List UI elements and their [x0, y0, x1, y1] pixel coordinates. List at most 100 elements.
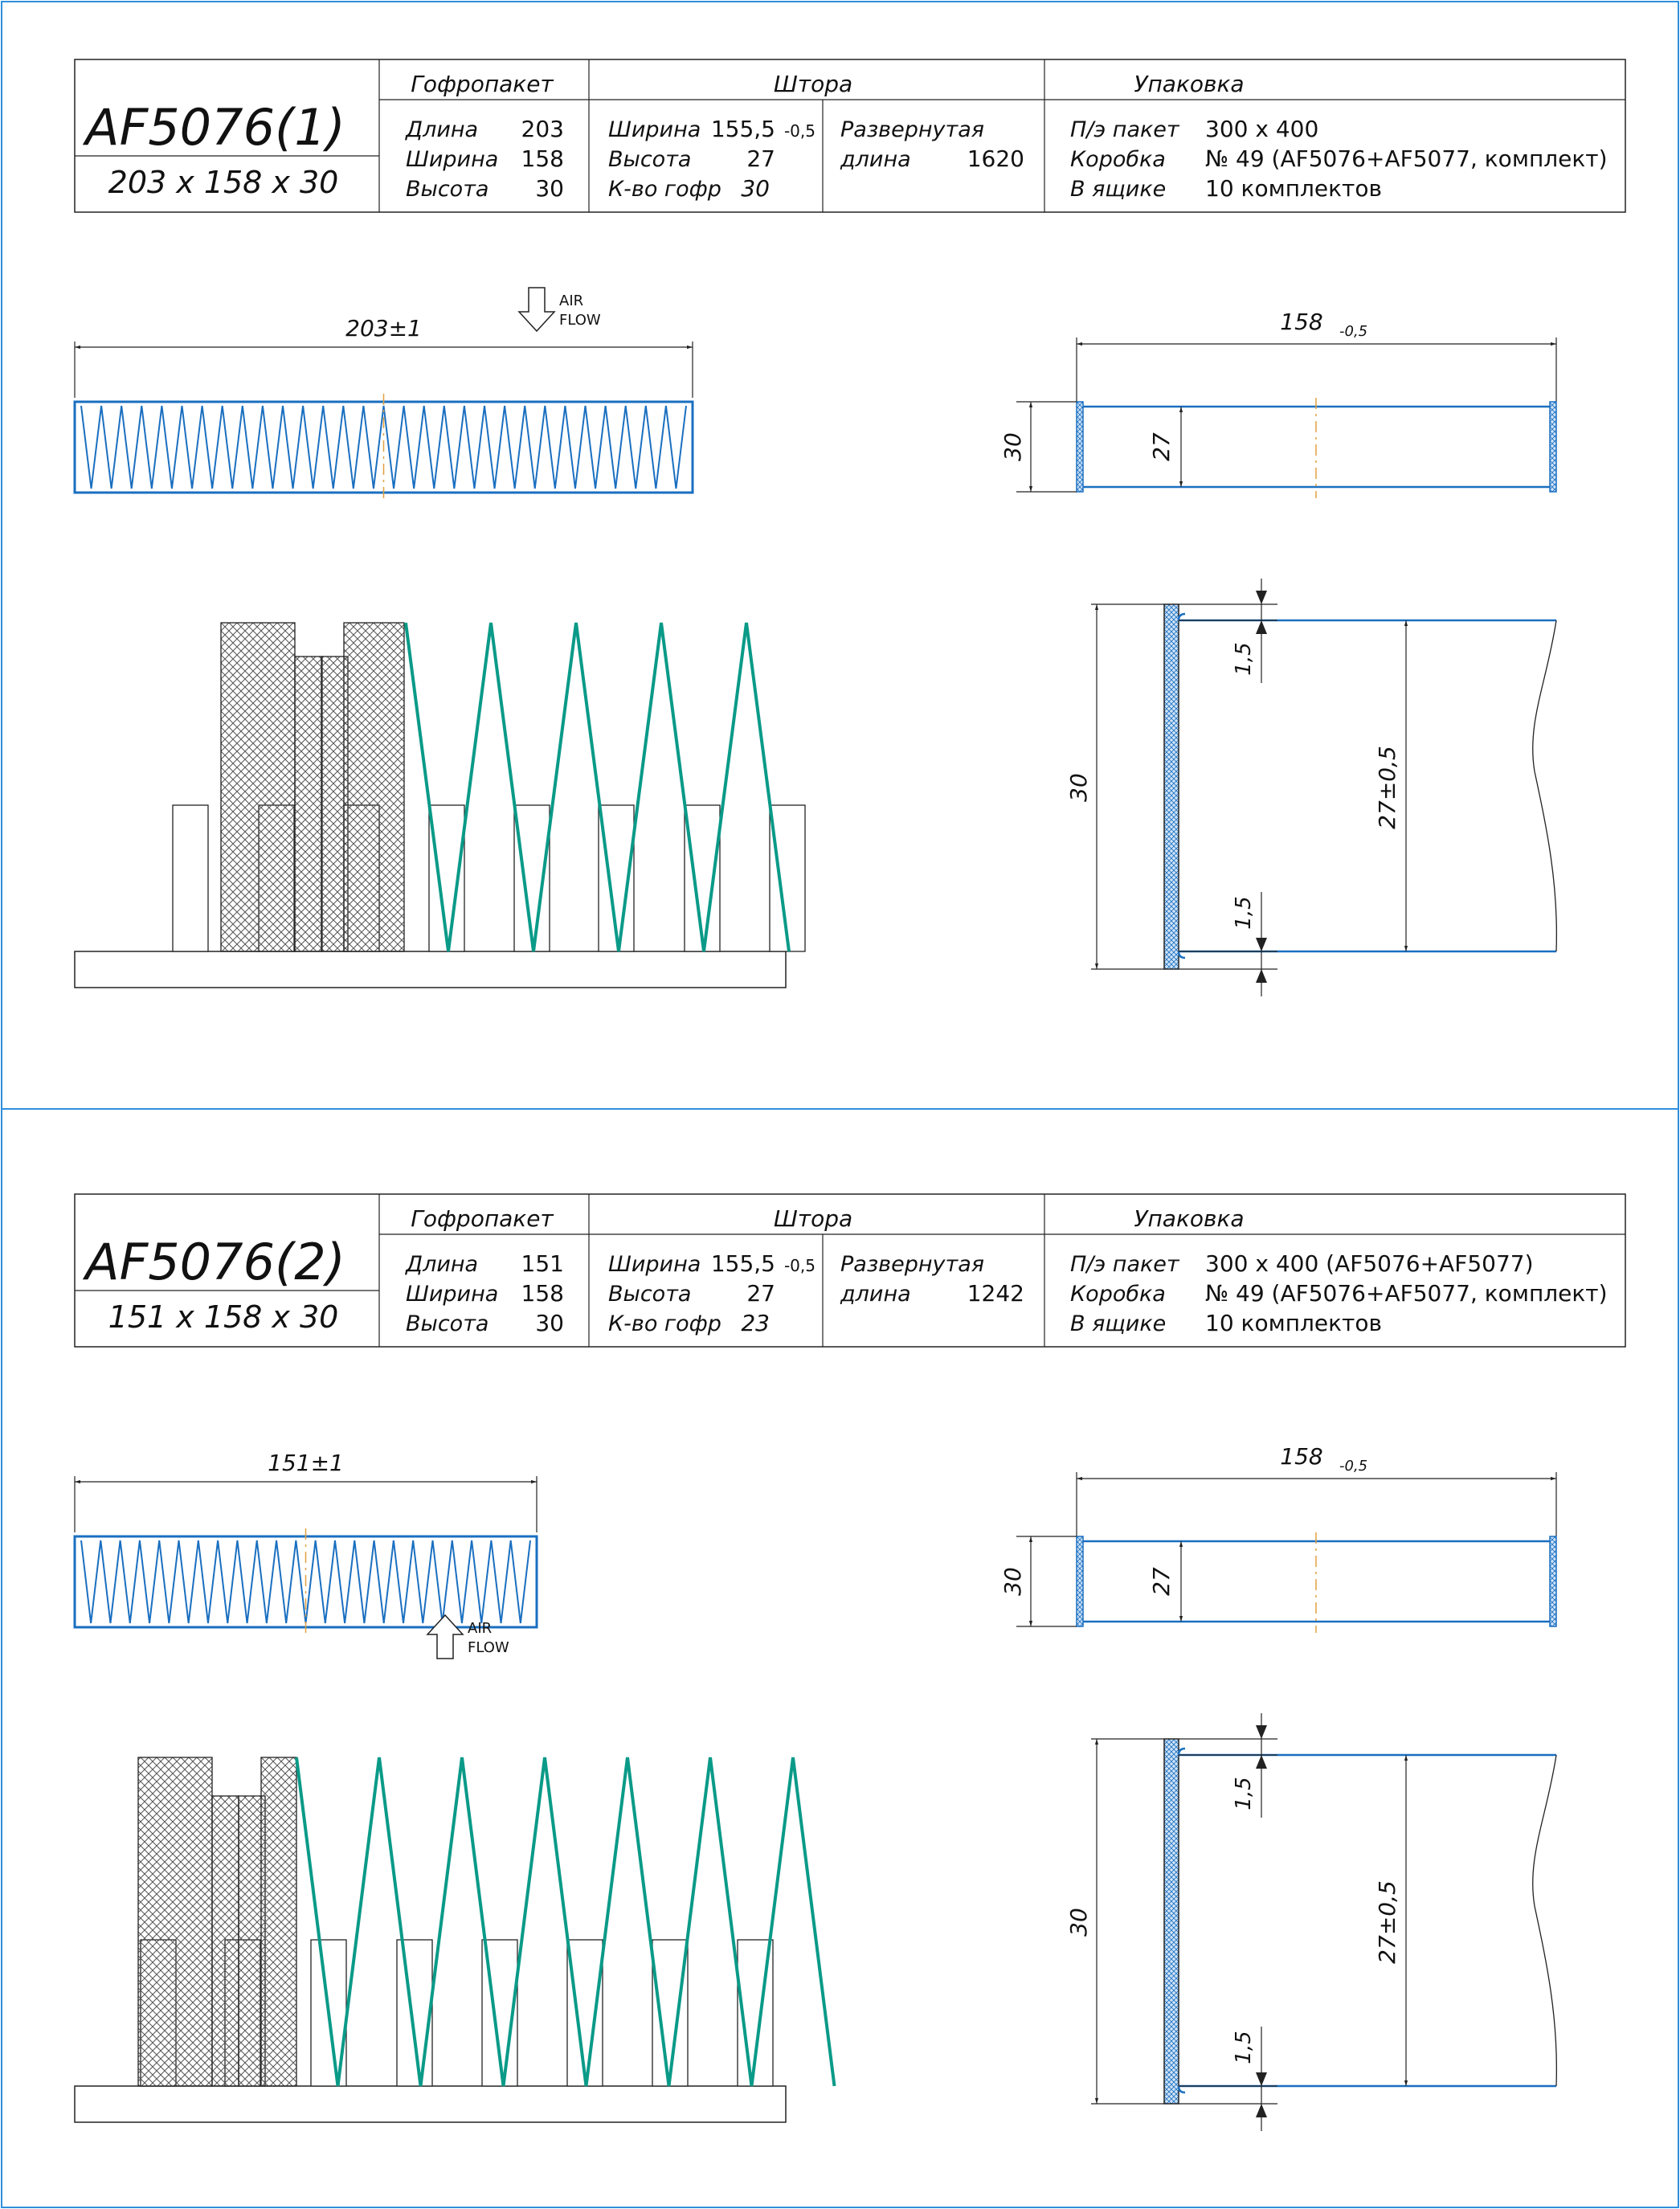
cross-section-view: 30 1,5 1,5 27±0,5 — [1065, 579, 1558, 996]
side-edge-right — [1549, 1536, 1557, 1627]
panel-af5076-1: AF5076(1) 203 x 158 x 30 Гофропакет Штора Уп… — [73, 59, 1626, 996]
comb-tooth — [396, 1939, 433, 2087]
gofropaket-label: Высота — [406, 1311, 488, 1336]
gofropaket-value: 203 — [521, 116, 564, 142]
shtora-value: 27 — [746, 1280, 775, 1307]
shtora-value: 155,5 — [711, 116, 775, 142]
gofropaket-label: Ширина — [406, 147, 498, 172]
cross-section-edge — [1163, 603, 1179, 970]
shtora-label: К-во гофр — [608, 1311, 721, 1336]
cs-inner-dimension: 27±0,5 — [1374, 746, 1400, 829]
panel-af5076-2: AF5076(2) 151 x 158 x 30 Гофропакет Штора Уп… — [73, 1193, 1626, 2131]
cross-section-break-line — [1532, 1754, 1558, 2087]
cs-edge-top-arrows — [1256, 1725, 1267, 1769]
gofropaket-value: 151 — [521, 1250, 564, 1277]
airflow-label-1: AIR — [468, 1620, 492, 1637]
pleats-zigzag — [80, 405, 687, 489]
side-edge-left — [1076, 1536, 1084, 1627]
upakovka-value: № 49 (AF5076+AF5077, комплект) — [1205, 1280, 1608, 1307]
side-height-dimension: 30 — [999, 432, 1026, 461]
upakovka-label: В ящике — [1070, 177, 1166, 202]
header-shtora: Штора — [774, 1205, 852, 1232]
gofropaket-label: Ширина — [406, 1282, 498, 1307]
cross-section-view: 30 1,5 1,5 27±0,5 — [1065, 1713, 1558, 2131]
seal-block-hatched — [260, 1757, 297, 2087]
side-inner-dimension: 27 — [1148, 432, 1175, 461]
upakovka-value: 10 комплектов — [1205, 1310, 1382, 1336]
upakovka-label: П/э пакет — [1070, 1252, 1180, 1277]
part-title: AF5076(1) — [82, 98, 345, 157]
shtora-value: 30 — [741, 175, 770, 202]
cross-section-fabric — [1177, 612, 1556, 959]
shtora-value: 155,5 — [711, 1250, 775, 1277]
side-edge-right — [1549, 401, 1557, 493]
shtora-label: К-во гофр — [608, 177, 721, 202]
header-shtora: Штора — [774, 71, 852, 97]
razvernutaya-label: Развернутая — [840, 1252, 984, 1277]
razvernutaya-label-2: длина — [840, 147, 911, 172]
pleat-detail-view — [74, 622, 806, 988]
upakovka-value: 300 x 400 — [1205, 116, 1318, 142]
gofropaket-label: Высота — [406, 177, 488, 202]
seal-block-hatched — [211, 1795, 239, 2087]
base-plate — [74, 2085, 787, 2123]
comb-tooth — [172, 804, 209, 952]
title-block-frame — [74, 1193, 1626, 1348]
upakovka-label: В ящике — [1070, 1311, 1166, 1336]
cs-height-dimension: 30 — [1065, 773, 1092, 802]
shtora-label: Высота — [608, 1282, 691, 1307]
shtora-value: 23 — [741, 1310, 770, 1336]
airflow-arrow-icon — [426, 1614, 464, 1659]
airflow-label-1: AIR — [559, 292, 583, 309]
gofropaket-value: 158 — [521, 145, 564, 172]
cs-edge-dimension-top: 1,5 — [1232, 1777, 1256, 1810]
side-width-dimension: 158 — [1280, 1443, 1322, 1470]
header-upakovka: Упаковка — [1134, 71, 1244, 97]
cs-edge-bottom-arrows — [1256, 938, 1267, 983]
shtora-label: Высота — [608, 147, 691, 172]
shtora-tolerance: -0,5 — [784, 121, 815, 141]
header-gofropaket: Гофропакет — [411, 71, 554, 97]
upakovka-value: 300 x 400 (AF5076+AF5077) — [1205, 1250, 1534, 1277]
side-width-dimension: 158 — [1280, 309, 1322, 335]
side-width-tolerance: -0,5 — [1339, 1458, 1367, 1475]
pleat-detail-view — [74, 1757, 836, 2123]
gofropaket-value: 30 — [535, 175, 564, 202]
cs-edge-dimension-bottom: 1,5 — [1232, 2031, 1256, 2064]
upakovka-label: Коробка — [1070, 147, 1166, 172]
title-block: AF5076(2) 151 x 158 x 30 Гофропакет Штора Уп… — [74, 1193, 1626, 1348]
cs-edge-bottom-arrows — [1256, 2072, 1267, 2117]
length-dimension: 151±1 — [268, 1450, 344, 1476]
razvernutaya-value: 1620 — [967, 145, 1024, 172]
length-dimension: 203±1 — [345, 315, 422, 342]
airflow-arrow-icon — [517, 287, 556, 333]
cs-edge-dimension-bottom: 1,5 — [1232, 896, 1256, 929]
upakovka-label: Коробка — [1070, 1282, 1166, 1307]
gofropaket-value: 158 — [521, 1280, 564, 1307]
seal-block-hatched — [343, 622, 405, 952]
top-view: 203±1 AIR FLOW — [73, 287, 694, 502]
sheet-border-bottom — [1, 1108, 1679, 2208]
header-upakovka: Упаковка — [1134, 1205, 1244, 1232]
seal-block-hatched — [220, 622, 296, 952]
base-plate — [74, 951, 787, 988]
side-view: 158 -0,5 30 27 — [999, 309, 1557, 498]
cs-height-dimension: 30 — [1065, 1908, 1092, 1937]
header-gofropaket: Гофропакет — [411, 1205, 554, 1232]
shtora-value: 27 — [746, 145, 775, 172]
cs-edge-dimension-top: 1,5 — [1232, 642, 1256, 675]
shtora-tolerance: -0,5 — [784, 1256, 815, 1275]
cross-section-edge — [1163, 1738, 1179, 2105]
upakovka-value: 10 комплектов — [1205, 175, 1382, 202]
shtora-label: Ширина — [608, 117, 701, 142]
upakovka-label: П/э пакет — [1070, 117, 1180, 142]
shtora-label: Ширина — [608, 1252, 701, 1277]
side-edge-left — [1076, 401, 1084, 493]
side-height-dimension: 30 — [999, 1567, 1026, 1596]
part-size: 151 x 158 x 30 — [108, 1299, 339, 1335]
side-view: 158 -0,5 30 27 — [999, 1443, 1557, 1633]
cross-section-fabric — [1177, 1747, 1556, 2094]
seal-block-hatched — [137, 1757, 213, 2087]
pleat-detail-zigzag — [404, 622, 791, 952]
